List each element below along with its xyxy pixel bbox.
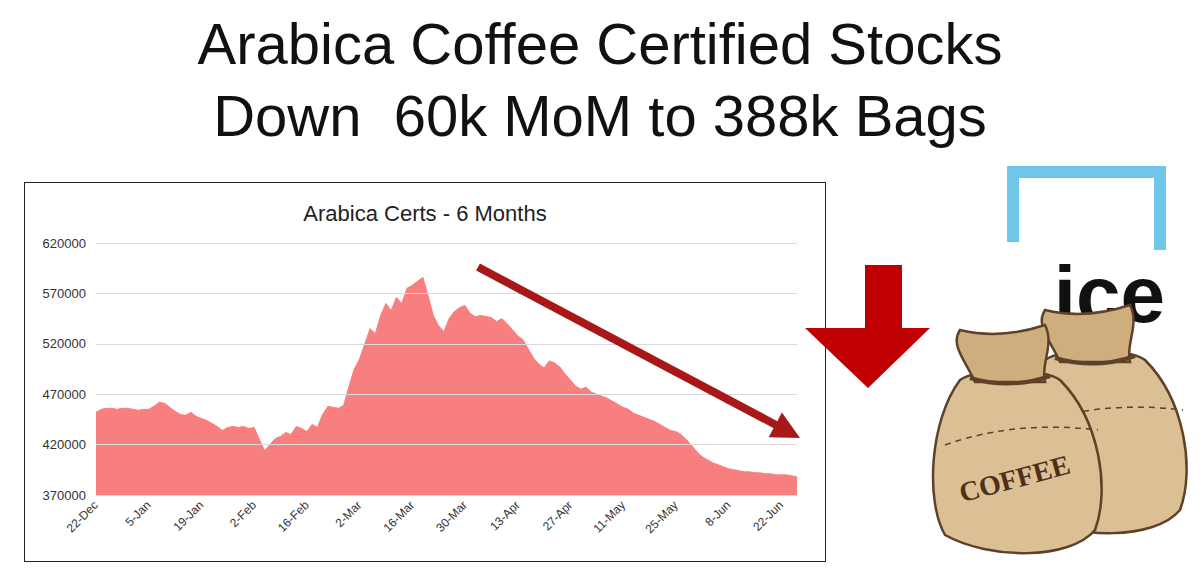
svg-text:470000: 470000	[43, 387, 86, 402]
svg-text:Arabica Certs - 6 Months: Arabica Certs - 6 Months	[303, 201, 546, 226]
svg-text:19-Jan: 19-Jan	[171, 498, 207, 534]
svg-text:27-Apr: 27-Apr	[540, 498, 575, 533]
svg-text:22-Jun: 22-Jun	[750, 498, 786, 534]
svg-text:30-Mar: 30-Mar	[433, 498, 470, 535]
html-text:Arabica Coffee Certified Stock: Arabica Coffee Certified Stocks	[197, 11, 1003, 76]
svg-text:520000: 520000	[43, 336, 86, 351]
svg-text:COFFEE: COFFEE	[956, 449, 1074, 508]
svg-text:570000: 570000	[43, 286, 86, 301]
svg-text:2-Feb: 2-Feb	[227, 498, 259, 530]
svg-text:370000: 370000	[43, 488, 86, 503]
svg-text:620000: 620000	[43, 236, 86, 251]
svg-text:22-Dec: 22-Dec	[64, 498, 101, 535]
svg-text:2-Mar: 2-Mar	[332, 498, 364, 530]
svg-text:16-Mar: 16-Mar	[380, 498, 417, 535]
svg-text:8-Jun: 8-Jun	[702, 498, 733, 529]
svg-text:5-Jan: 5-Jan	[123, 498, 154, 529]
svg-text:13-Apr: 13-Apr	[487, 498, 522, 533]
svg-text:11-May: 11-May	[590, 498, 628, 536]
svg-text:420000: 420000	[43, 437, 86, 452]
svg-text:ice: ice	[1054, 250, 1165, 339]
svg-text:25-May: 25-May	[643, 498, 681, 536]
html-text:Down 60k MoM to 388k Bags: Down 60k MoM to 388k Bags	[213, 83, 987, 148]
svg-text:16-Feb: 16-Feb	[275, 498, 312, 535]
